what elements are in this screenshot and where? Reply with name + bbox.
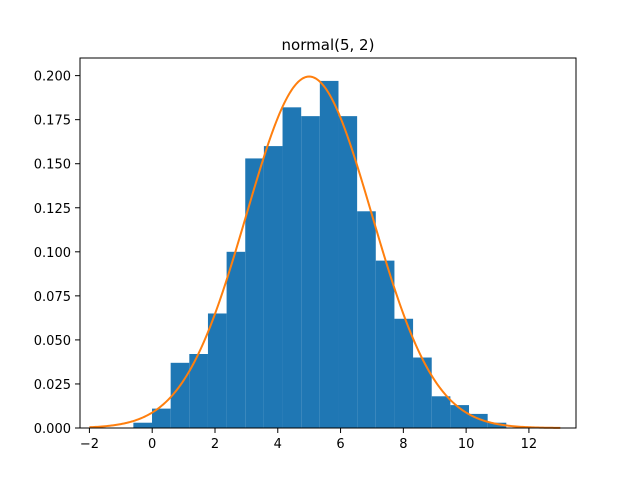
y-tick-label: 0.100 [34, 246, 71, 261]
x-tick-label: 4 [274, 437, 282, 452]
histogram-bar-8 [282, 107, 302, 428]
chart-title: normal(5, 2) [282, 36, 375, 54]
pdf-line [89, 75, 561, 429]
histogram-bar-1 [152, 408, 171, 428]
y-tick-label: 0.050 [34, 334, 71, 349]
x-tick-label: 0 [148, 437, 156, 452]
histogram-bar-9 [301, 116, 320, 429]
histogram-bar-12 [357, 211, 376, 428]
y-tick-label: 0.200 [34, 70, 71, 85]
x-tick-label: 8 [399, 437, 407, 452]
histogram-bar-3 [189, 354, 208, 428]
y-tick-label: 0.025 [34, 378, 71, 393]
histogram-bar-5 [226, 251, 246, 428]
histogram-bar-16 [431, 396, 451, 428]
x-tick-label: 10 [458, 437, 475, 452]
histogram-bar-14 [394, 318, 414, 428]
y-axis: 0.000 0.025 0.050 0.075 0.100 0.125 0.150 0.175… [34, 70, 80, 437]
histogram-bar-4 [207, 313, 227, 428]
plot-frame [79, 57, 577, 429]
y-tick-label: 0.075 [34, 290, 71, 305]
x-axis: −2 0 2 4 6 8 10 12 [80, 428, 537, 452]
x-tick-label: 2 [211, 437, 219, 452]
x-tick-label: 12 [521, 437, 538, 452]
histogram-bar-13 [375, 260, 395, 428]
histogram-bar-0 [133, 422, 153, 428]
normal-pdf-curve [89, 75, 561, 429]
y-tick-label: 0.150 [34, 158, 71, 173]
histogram-bar-6 [245, 158, 264, 428]
histogram-bars [133, 80, 507, 429]
y-tick-label: 0.000 [34, 422, 71, 437]
x-tick-label: 6 [336, 437, 344, 452]
x-tick-label: −2 [80, 437, 99, 452]
histogram-bar-10 [319, 80, 339, 429]
y-tick-label: 0.125 [34, 202, 71, 217]
histogram-bar-19 [487, 422, 507, 428]
histogram-bar-11 [338, 116, 358, 429]
y-tick-label: 0.175 [34, 114, 71, 129]
histogram-bar-7 [263, 146, 283, 428]
histogram-bar-15 [413, 357, 432, 428]
